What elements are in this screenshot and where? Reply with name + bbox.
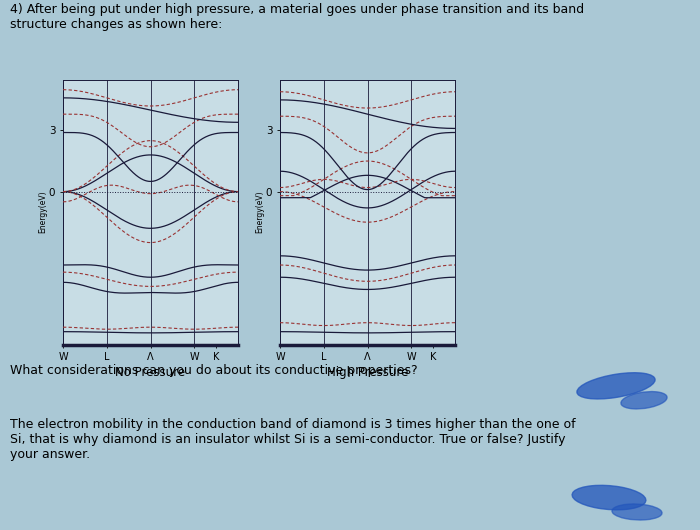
X-axis label: High Pressure: High Pressure — [327, 366, 408, 379]
Text: The electron mobility in the conduction band of diamond is 3 times higher than t: The electron mobility in the conduction … — [10, 418, 576, 461]
X-axis label: No Pressure: No Pressure — [116, 366, 186, 379]
Text: What considerations can you do about its conductive properties?: What considerations can you do about its… — [10, 364, 418, 377]
Ellipse shape — [577, 373, 655, 399]
Ellipse shape — [612, 504, 662, 520]
Ellipse shape — [621, 392, 667, 409]
Text: 4) After being put under high pressure, a material goes under phase transition a: 4) After being put under high pressure, … — [10, 4, 584, 31]
Y-axis label: Energy(eV): Energy(eV) — [38, 191, 48, 233]
Ellipse shape — [572, 485, 646, 510]
Y-axis label: Energy(eV): Energy(eV) — [256, 191, 265, 233]
